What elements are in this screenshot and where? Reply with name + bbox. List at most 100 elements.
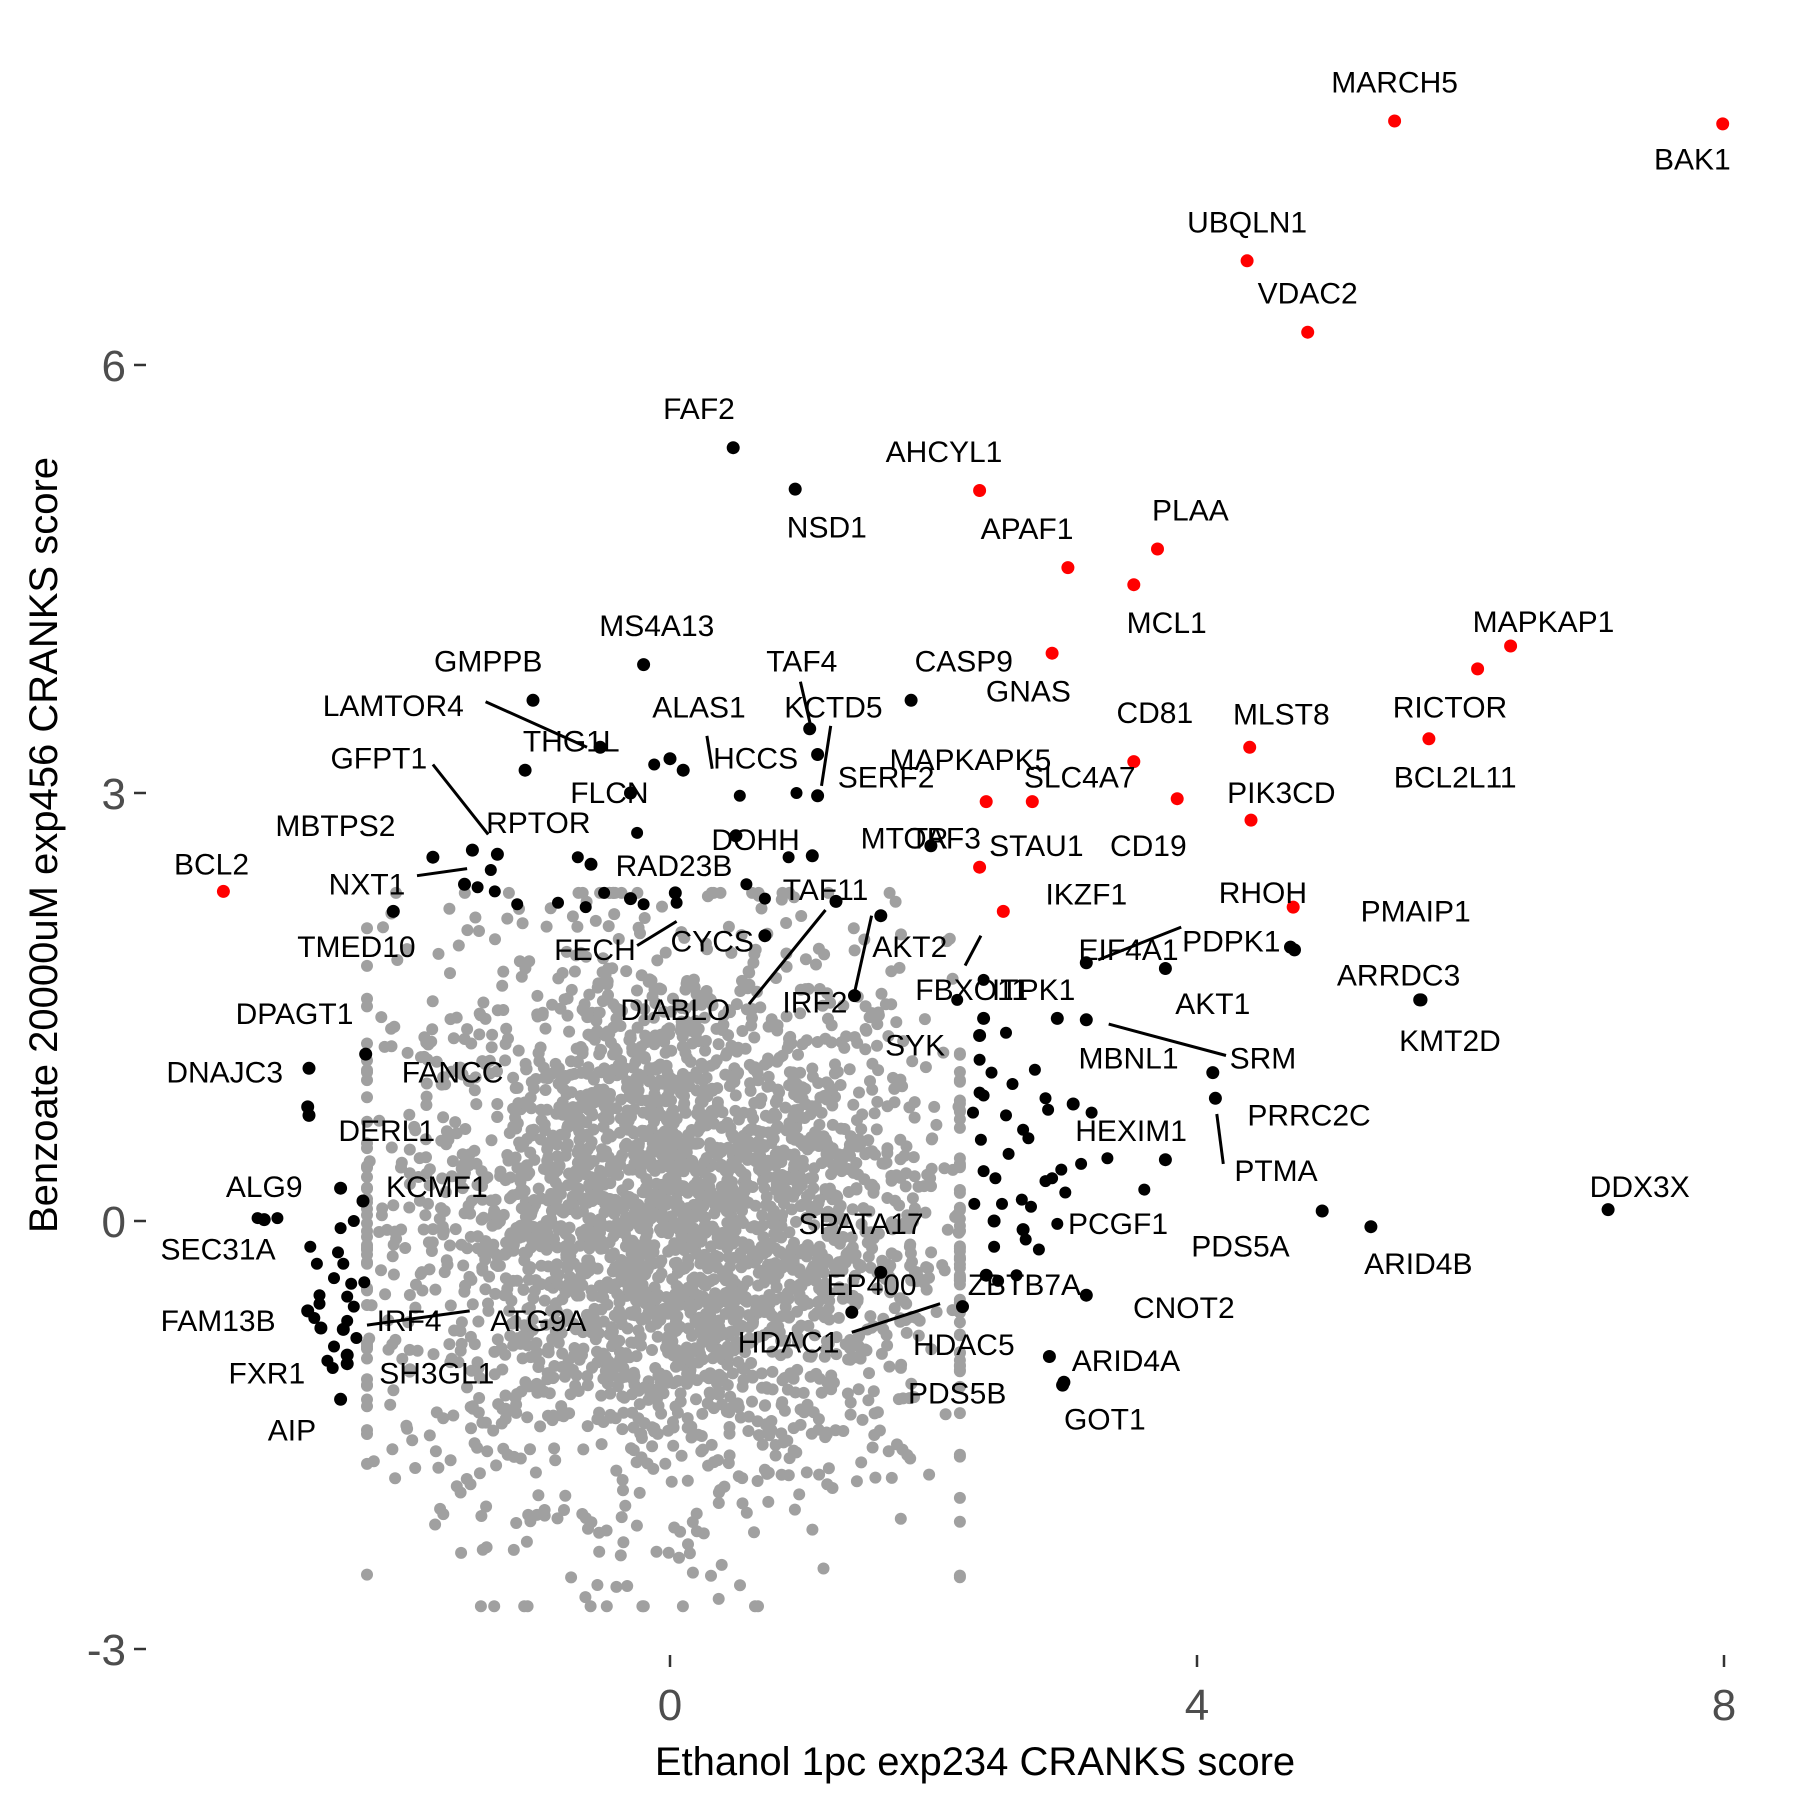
data-point <box>977 1165 990 1178</box>
background-point <box>452 1356 465 1369</box>
background-point <box>473 1007 486 1020</box>
background-point <box>657 1156 670 1169</box>
background-point <box>361 1209 373 1221</box>
background-point <box>843 1342 856 1355</box>
label-bcl2l11: BCL2L11 <box>1394 761 1517 794</box>
background-point <box>806 1523 819 1536</box>
background-point <box>718 1295 731 1308</box>
background-point <box>907 1215 919 1228</box>
label-lamtor4: LAMTOR4 <box>323 690 464 723</box>
background-point <box>661 1376 673 1389</box>
background-point <box>830 1331 843 1344</box>
background-point <box>531 989 544 1002</box>
background-point <box>460 1473 473 1485</box>
background-point <box>403 1108 416 1121</box>
background-point <box>821 1226 834 1239</box>
background-point <box>558 1504 570 1516</box>
background-point <box>674 1024 687 1037</box>
background-point <box>941 935 953 948</box>
background-point <box>536 1009 549 1022</box>
label-dpagt1: DPAGT1 <box>236 998 354 1031</box>
background-point <box>888 1302 901 1315</box>
background-point <box>689 999 701 1012</box>
background-point <box>395 1156 408 1169</box>
background-point <box>474 1600 487 1613</box>
background-point <box>361 1299 373 1311</box>
background-point <box>736 1025 749 1037</box>
background-point <box>778 1404 791 1417</box>
background-point <box>491 1250 504 1263</box>
background-point <box>711 1261 724 1274</box>
background-point <box>615 1270 628 1283</box>
connector-kctd5 <box>820 725 833 787</box>
background-point <box>635 1432 648 1444</box>
label-pik3cd: PIK3CD <box>1227 777 1335 810</box>
background-point <box>741 1295 753 1308</box>
background-point <box>566 1190 579 1203</box>
background-point <box>610 1218 623 1231</box>
background-point <box>454 1486 467 1499</box>
background-point <box>473 925 485 937</box>
label-thg1l: THG1L <box>523 726 620 759</box>
background-point <box>574 1239 586 1252</box>
background-point <box>687 1157 700 1170</box>
background-point <box>426 1023 439 1036</box>
background-point <box>585 1516 598 1529</box>
background-point <box>390 886 402 899</box>
connector-lamtor4 <box>484 700 588 749</box>
background-point <box>704 1172 717 1185</box>
background-point <box>690 1027 702 1040</box>
background-point <box>788 1088 801 1101</box>
background-point <box>882 1445 895 1458</box>
data-point-kctd5 <box>811 748 825 761</box>
background-point <box>465 1273 478 1286</box>
background-point <box>696 1353 709 1366</box>
background-point <box>511 1388 523 1400</box>
data-point-cd19 <box>1170 792 1184 806</box>
background-point <box>871 1039 883 1052</box>
background-point <box>741 1257 754 1270</box>
background-point <box>361 1137 373 1150</box>
background-point <box>692 1289 705 1302</box>
background-point <box>622 1077 634 1090</box>
background-point <box>804 1370 817 1383</box>
background-point <box>701 991 714 1004</box>
background-point <box>836 1212 849 1225</box>
background-point <box>552 1316 565 1329</box>
background-point <box>579 1223 592 1236</box>
background-point <box>733 1322 746 1335</box>
background-point <box>884 1259 897 1272</box>
background-point <box>765 1013 778 1026</box>
data-point <box>631 826 644 839</box>
background-point <box>836 1292 849 1305</box>
background-point <box>461 1381 473 1394</box>
background-point <box>523 955 536 968</box>
data-point-mapkap1 <box>1504 639 1518 653</box>
background-point <box>479 1057 492 1070</box>
background-point <box>361 1337 373 1350</box>
data-point <box>1039 1092 1052 1105</box>
background-point <box>548 1442 561 1455</box>
background-point <box>850 1475 863 1488</box>
background-point <box>898 1149 911 1162</box>
data-point-flcn <box>624 786 637 800</box>
background-point <box>607 1247 620 1260</box>
data-point <box>1085 1106 1098 1119</box>
data-point <box>1028 1063 1041 1076</box>
background-point <box>570 1207 583 1220</box>
background-point <box>881 1142 894 1155</box>
connector-fbxo11 <box>963 934 983 967</box>
data-point <box>271 1212 284 1225</box>
background-point <box>546 1169 559 1182</box>
background-point <box>512 1044 525 1057</box>
point-labels-layer: MARCH5 BAK1 UBQLN1 VDAC2 FAF2 AHCYL1 NSD1 PLAA A… <box>161 67 1731 1448</box>
data-point-fech <box>624 892 637 906</box>
background-point <box>922 1262 935 1275</box>
background-point <box>716 1024 729 1036</box>
background-point <box>656 1032 669 1045</box>
data-point <box>484 864 497 876</box>
background-point <box>855 1123 868 1136</box>
background-point <box>756 1219 769 1232</box>
background-point <box>465 1364 478 1377</box>
background-point <box>667 1117 680 1130</box>
